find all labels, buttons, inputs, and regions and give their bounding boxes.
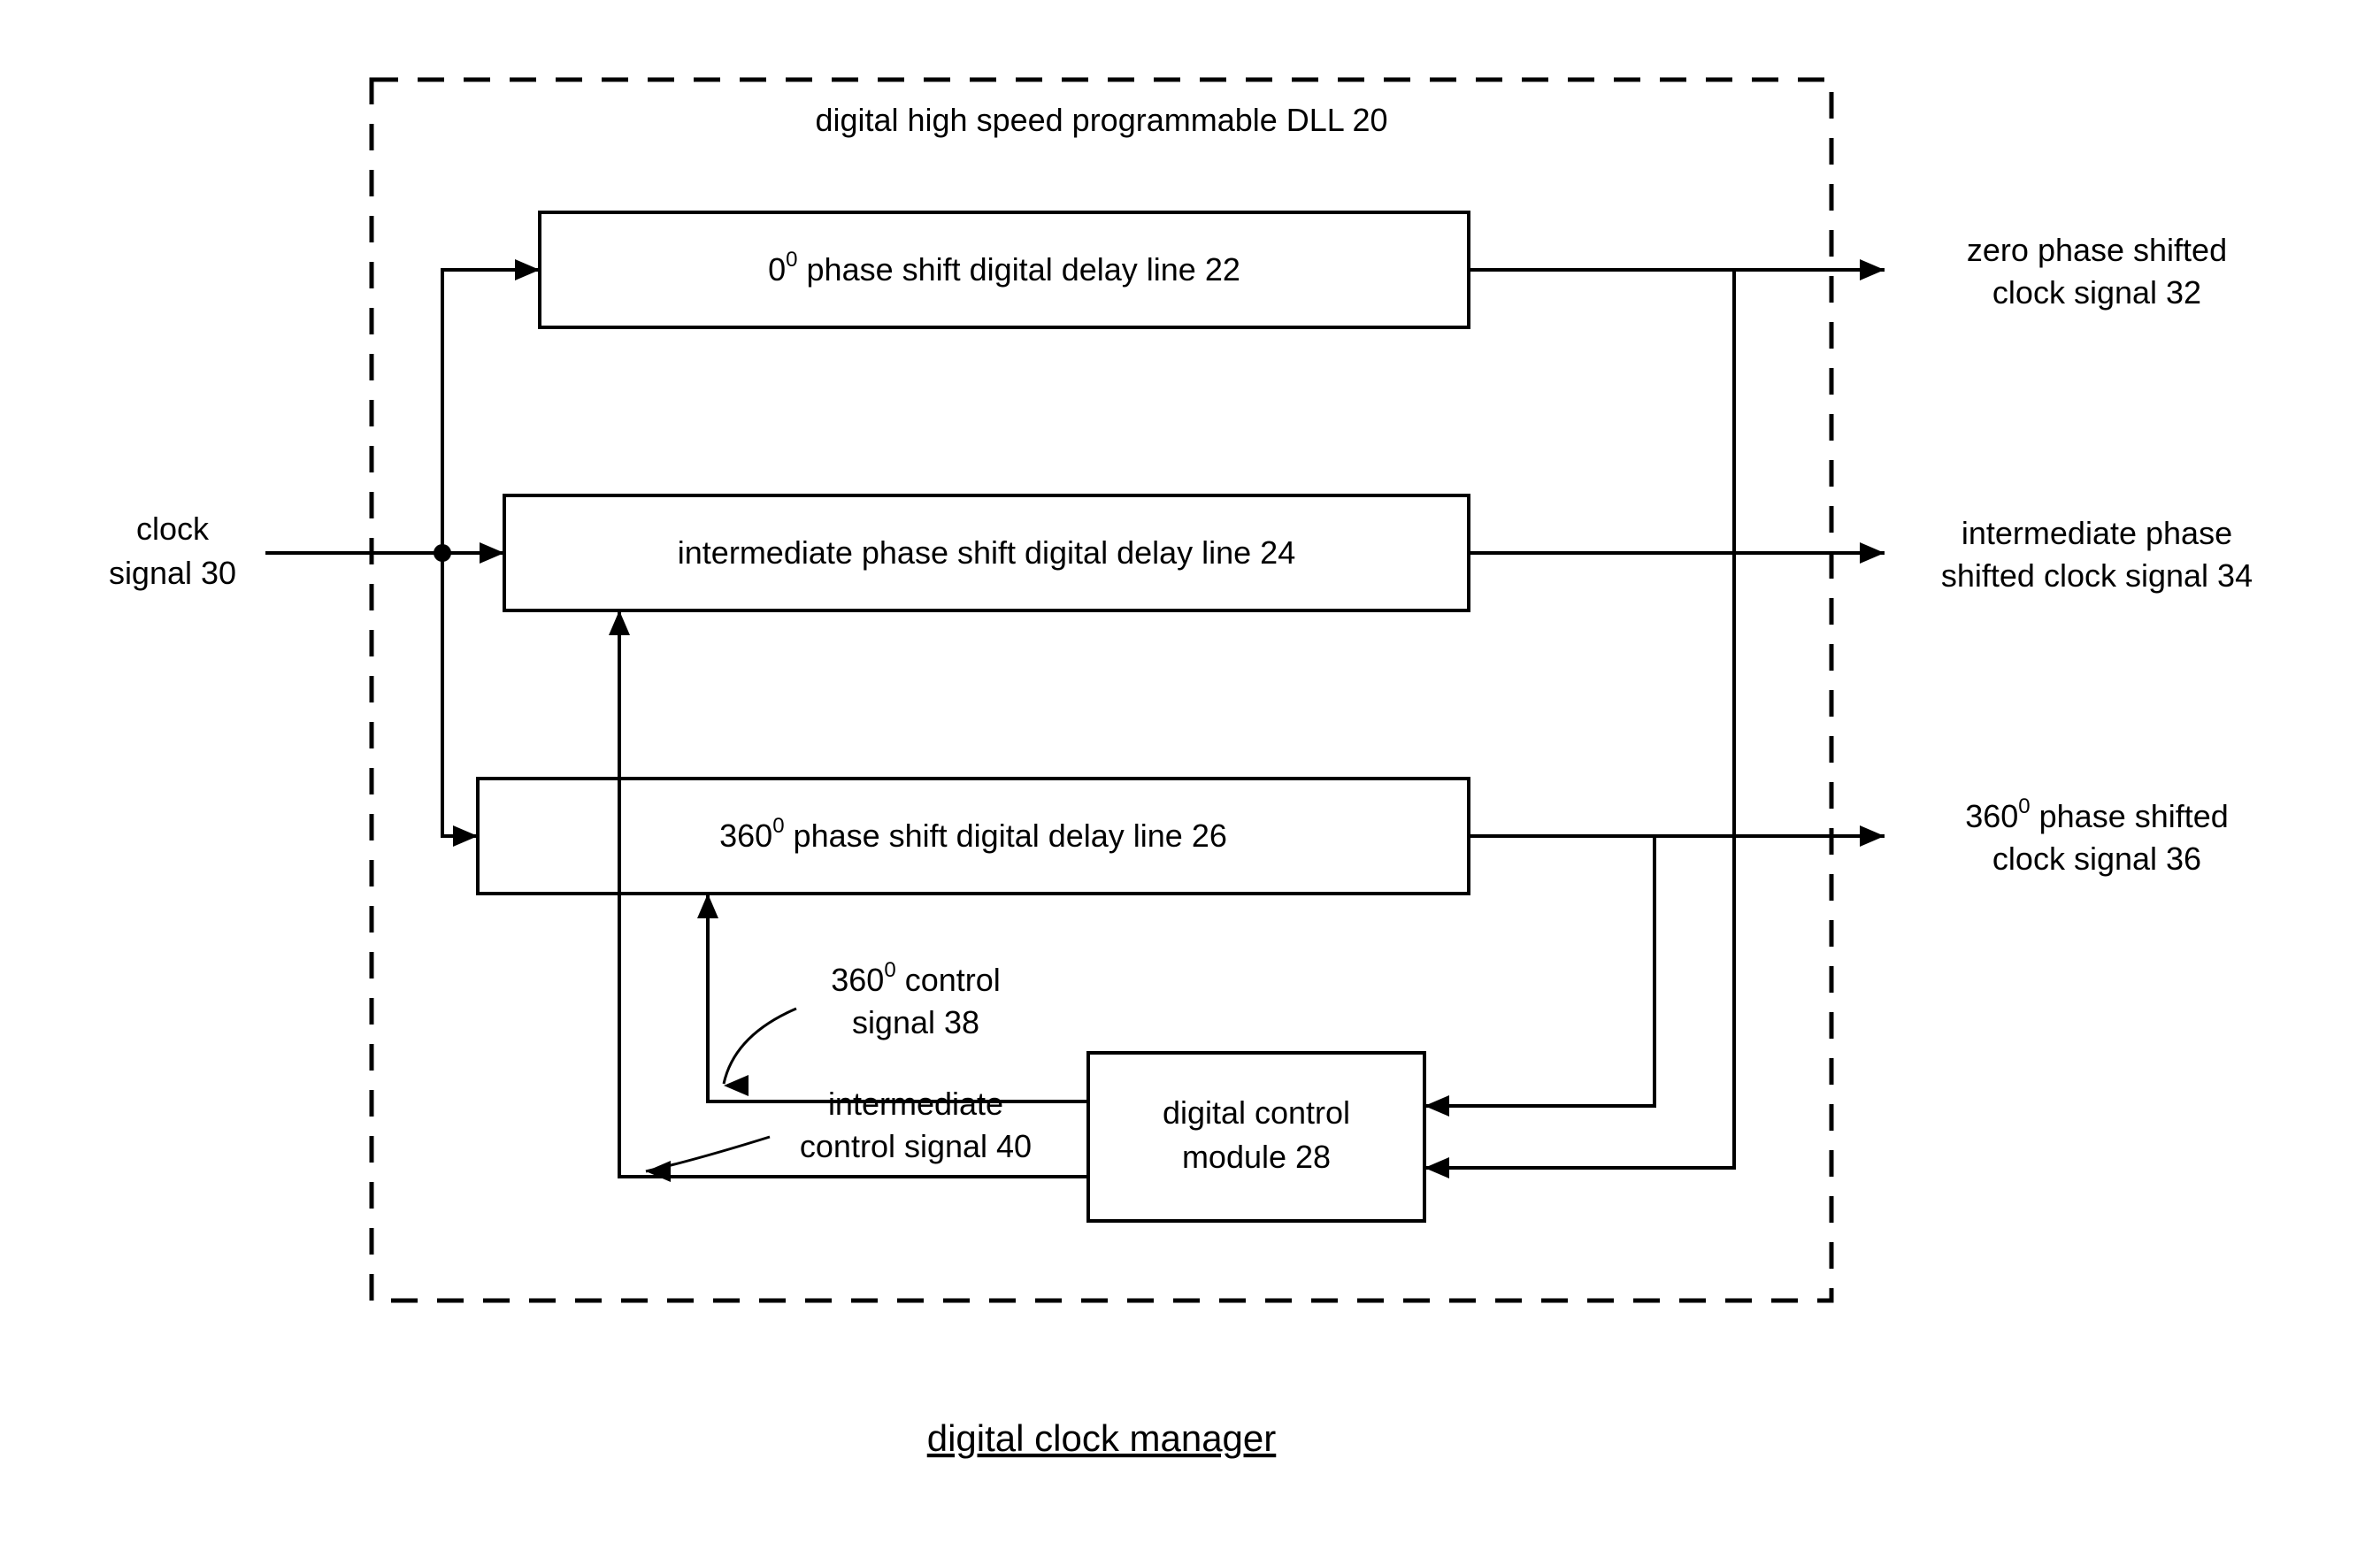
signal-40-label-1: intermediate <box>828 1086 1003 1122</box>
clock-input-label-1: clock <box>136 510 210 547</box>
output-26-label-1: 3600 phase shifted <box>1965 794 2229 834</box>
dll-title: digital high speed programmable DLL 20 <box>815 102 1387 138</box>
output-22-label-2: clock signal 32 <box>1992 274 2201 311</box>
output-22-label-1: zero phase shifted <box>1967 232 2227 268</box>
signal-38-label-1: 3600 control <box>831 958 1001 998</box>
wires-group <box>265 259 1885 1182</box>
delay-line-22-box: 00 phase shift digital delay line 22 <box>540 212 1469 327</box>
delay-line-24-box: intermediate phase shift digital delay l… <box>504 495 1469 610</box>
delay-line-26-box: 3600 phase shift digital delay line 26 <box>478 779 1469 894</box>
signal-38-label-2: signal 38 <box>852 1004 979 1040</box>
svg-text:3600 phase shift digital delay: 3600 phase shift digital delay line 26 <box>719 814 1227 854</box>
svg-text:00 phase shift digital delay l: 00 phase shift digital delay line 22 <box>768 248 1240 288</box>
clock-input-label-2: signal 30 <box>109 555 236 591</box>
svg-text:module 28: module 28 <box>1182 1139 1331 1175</box>
control-module-28-box: digital control module 28 <box>1088 1053 1424 1221</box>
signal-38-pointer <box>724 1009 796 1084</box>
figure-caption: digital clock manager <box>927 1417 1277 1459</box>
output-24-label-2: shifted clock signal 34 <box>1941 557 2253 594</box>
output-24-label-1: intermediate phase <box>1962 515 2232 551</box>
signal-40-pointer <box>646 1137 770 1171</box>
svg-text:intermediate phase shift digit: intermediate phase shift digital delay l… <box>678 534 1295 571</box>
output-26-label-2: clock signal 36 <box>1992 840 2201 877</box>
signal-40-label-2: control signal 40 <box>800 1128 1032 1164</box>
diagram-canvas: digital high speed programmable DLL 20 0… <box>0 0 2380 1558</box>
svg-text:digital control: digital control <box>1163 1094 1350 1131</box>
